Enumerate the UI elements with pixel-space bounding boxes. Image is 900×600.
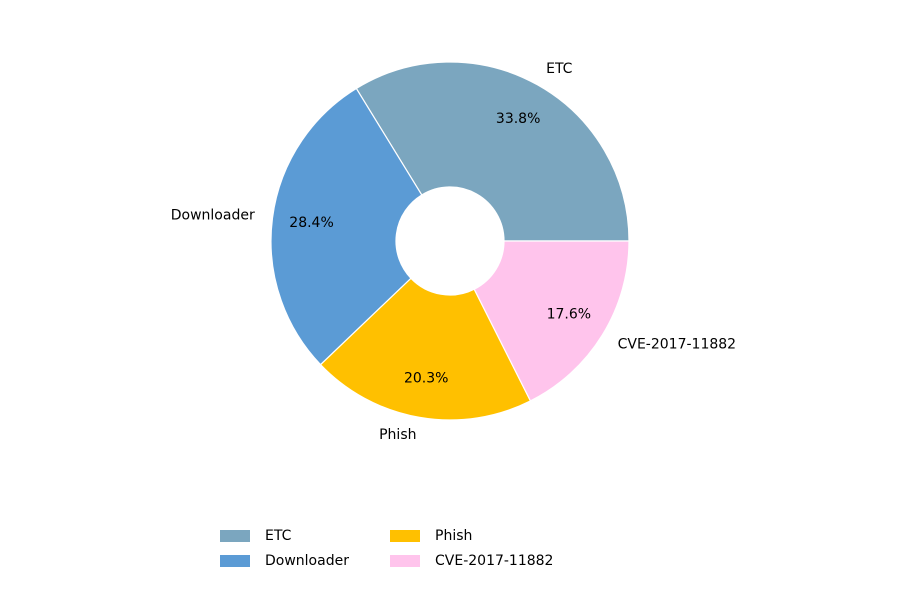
percent-label: 17.6% — [547, 306, 591, 322]
legend-swatch — [220, 530, 250, 542]
legend-swatch — [220, 555, 250, 567]
legend-label: Phish — [435, 528, 472, 544]
percent-label: 33.8% — [496, 111, 540, 127]
legend-swatch — [390, 555, 420, 567]
legend-label: CVE-2017-11882 — [435, 553, 553, 569]
wedge — [319, 277, 532, 421]
slice-label: Downloader — [171, 208, 255, 224]
wedge — [473, 240, 630, 402]
wedge — [355, 61, 630, 242]
slice-label: CVE-2017-11882 — [618, 336, 736, 352]
legend-label: Downloader — [265, 553, 349, 569]
percent-label: 28.4% — [289, 215, 333, 231]
legend-label: ETC — [265, 528, 292, 544]
wedge — [270, 87, 423, 366]
slice-label: Phish — [379, 427, 416, 443]
legend-swatch — [390, 530, 420, 542]
percent-label: 20.3% — [404, 371, 448, 387]
slice-label: ETC — [546, 61, 573, 77]
